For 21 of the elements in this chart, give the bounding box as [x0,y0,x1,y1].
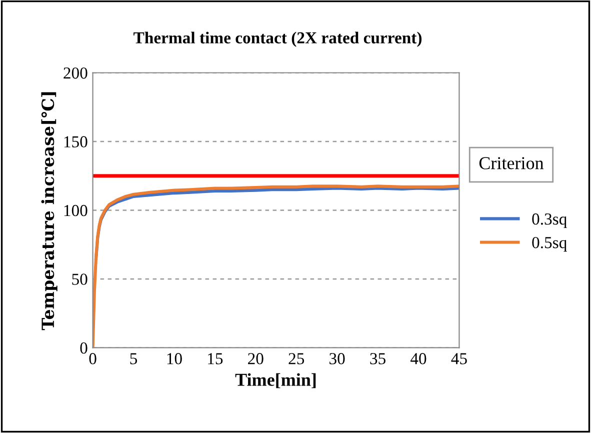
y-tick-label: 100 [64,204,88,216]
chart-title: Thermal time contact (2X rated current) [134,32,422,47]
x-tick-label: 15 [208,353,223,364]
legend-label: 0.3sq [532,213,567,228]
x-tick-label: 25 [288,353,304,364]
x-tick-label: 40 [410,353,426,364]
y-tick-label: 50 [72,274,88,285]
x-tick-label: 30 [330,353,345,364]
x-tick-label: 0 [89,353,96,364]
x-tick-label: 35 [370,353,386,364]
y-tick-label: 150 [64,136,88,148]
x-tick-label: 5 [130,353,138,364]
y-tick-label: 0 [80,342,88,354]
legend-label: 0.5sq [532,236,567,252]
x-tick-label: 20 [248,353,264,364]
x-tick-label: 10 [167,353,182,364]
x-axis-title: Time[min] [235,373,316,388]
y-tick-label: 200 [64,67,88,79]
y-axis-title: Temperature increase[℃] [41,92,58,330]
ref-line-label: Criterion [479,157,544,170]
x-tick-label: 45 [451,353,467,364]
